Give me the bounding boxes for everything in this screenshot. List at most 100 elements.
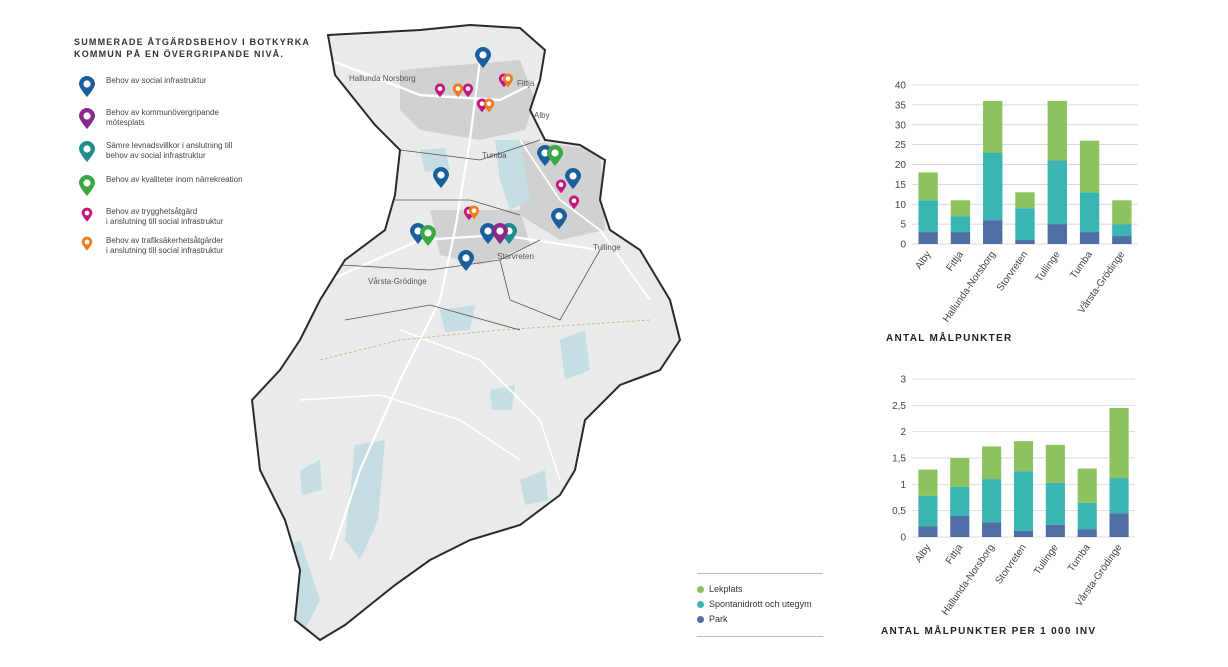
bar-segment: [983, 220, 1003, 244]
legend-item-social-infrastructure: Behov av social infrastruktur: [78, 76, 207, 103]
legend-title-line: KOMMUN PÅ EN ÖVERGRIPANDE NIVÅ.: [74, 49, 285, 59]
chart-legend: Lekplats Spontanidrott och utegym Park: [697, 573, 823, 637]
map-pin-icon[interactable]: [502, 73, 514, 88]
map-pin-icon[interactable]: [547, 145, 563, 166]
chart-legend-item: Spontanidrott och utegym: [697, 597, 823, 612]
y-tick-label: 5: [900, 220, 906, 231]
y-tick-label: 30: [895, 120, 907, 131]
map-pin-hole: [555, 212, 563, 220]
map-pin-hole: [558, 182, 564, 188]
map-pin-hole: [455, 86, 461, 92]
map-pin-icon: [78, 141, 96, 168]
map-pin-hole: [424, 229, 432, 237]
bar-segment: [1109, 407, 1129, 479]
place-label: Tullinge: [593, 243, 621, 252]
map-pin-icon: [81, 236, 93, 257]
map-pin-icon[interactable]: [568, 195, 580, 210]
map-pin-icon[interactable]: [468, 205, 480, 220]
bar-segment: [1112, 224, 1132, 237]
y-tick-label: 1: [900, 480, 906, 491]
map-pin-icon[interactable]: [434, 83, 446, 98]
bar-segment: [1077, 502, 1097, 530]
y-tick-label: 20: [895, 160, 907, 171]
municipality-border: [250, 23, 682, 642]
legend-item-label: behov av social infrastruktur: [106, 151, 206, 160]
legend-item-living-conditions: Sämre levnadsvillkor i anslutning till be…: [78, 141, 232, 168]
legend-title: SUMMERADE ÅTGÄRDSBEHOV I BOTKYRKA KOMMUN…: [74, 36, 310, 60]
map-pin-icon: [78, 76, 96, 103]
legend-dot-lekplats: [697, 586, 704, 593]
x-tick-label: Tumba: [1066, 542, 1093, 574]
y-tick-label: 0,5: [892, 506, 906, 517]
map-pin-icon[interactable]: [551, 208, 567, 229]
legend-item-label: Behov av social infrastruktur: [106, 76, 207, 85]
chart-legend-item: Park: [697, 612, 823, 627]
legend-item-label: Sämre levnadsvillkor i anslutning till: [106, 141, 233, 150]
bar-segment: [1079, 192, 1100, 233]
y-tick-label: 0: [900, 240, 906, 251]
map-pin-icon: [81, 207, 93, 228]
map-pin-hole: [571, 198, 577, 204]
map-pin-hole: [496, 227, 504, 235]
map-pin-icon[interactable]: [565, 168, 581, 189]
place-label: Hallunda Norsborg: [349, 74, 416, 83]
map-pin-hole: [437, 171, 445, 179]
map-pin-icon[interactable]: [462, 83, 474, 98]
legend-item-label: Behov av kvaliteter inom närrekreation: [106, 175, 243, 184]
bar-segment: [983, 152, 1003, 221]
map-pin-hole: [505, 76, 511, 82]
bar-segment: [918, 232, 938, 244]
map-pin-hole: [437, 86, 443, 92]
bar-segment: [1013, 471, 1034, 531]
bar-segment: [918, 495, 938, 527]
x-tick-label: Fittja: [944, 542, 966, 566]
y-tick-label: 2: [900, 427, 906, 438]
bar-segment: [982, 446, 1002, 480]
legend-item-label: Behov av trygghetsåtgärd: [106, 207, 198, 216]
chart-legend-label: Lekplats: [709, 584, 743, 594]
map-pin-icon[interactable]: [480, 223, 496, 244]
map-pins: [410, 47, 581, 271]
bar-segment: [1112, 200, 1132, 225]
bar-segment: [1045, 444, 1065, 483]
legend-item-traffic-safety: Behov av trafiksäkerhetsåtgärder i anslut…: [78, 236, 223, 257]
bar-segment: [950, 458, 970, 487]
chart-title: ANTAL MÅLPUNKTER: [886, 333, 1013, 344]
x-tick-label: Storvreten: [995, 249, 1030, 293]
y-tick-label: 35: [895, 100, 907, 111]
legend-item-label: i anslutning till social infrastruktur: [106, 246, 224, 255]
bar-segment: [1079, 232, 1100, 244]
chart-legend-label: Park: [709, 614, 728, 624]
legend-dot-spontanidrott: [697, 601, 704, 608]
place-label: Storvreten: [497, 252, 534, 261]
map-pin-hole: [465, 86, 471, 92]
map-pin-hole: [484, 227, 492, 235]
map-pin-icon[interactable]: [483, 98, 495, 113]
map-pin-icon[interactable]: [475, 47, 491, 68]
map-pin-hole: [414, 227, 422, 235]
bar-segment: [1045, 482, 1065, 525]
map-pin-icon[interactable]: [492, 223, 508, 244]
x-tick-label: Alby: [913, 249, 933, 271]
legend-item-label: mötesplats: [106, 118, 145, 127]
map-pin-icon[interactable]: [555, 179, 567, 194]
map-pin-hole: [462, 254, 470, 262]
bar-segment: [950, 216, 971, 233]
y-tick-label: 0: [900, 533, 906, 544]
map-pin-icon[interactable]: [452, 83, 464, 98]
map-pin-hole: [551, 149, 559, 157]
map-pin-icon[interactable]: [420, 225, 436, 246]
chart-legend-item: Lekplats: [697, 582, 823, 597]
map-pin-icon[interactable]: [433, 167, 449, 188]
legend-item-recreation: Behov av kvaliteter inom närrekreation: [78, 175, 243, 202]
x-tick-label: Tullinge: [1032, 542, 1061, 577]
bar-segment: [1015, 192, 1035, 209]
bar-segment: [918, 469, 938, 496]
bar-segment: [1013, 530, 1034, 537]
map-pin-icon[interactable]: [458, 250, 474, 271]
chart-title: ANTAL MÅLPUNKTER PER 1 000 INV: [881, 626, 1097, 637]
bar-segment: [918, 526, 938, 537]
y-tick-label: 15: [895, 180, 907, 191]
y-tick-label: 10: [895, 200, 907, 211]
bar-segment: [982, 479, 1002, 523]
